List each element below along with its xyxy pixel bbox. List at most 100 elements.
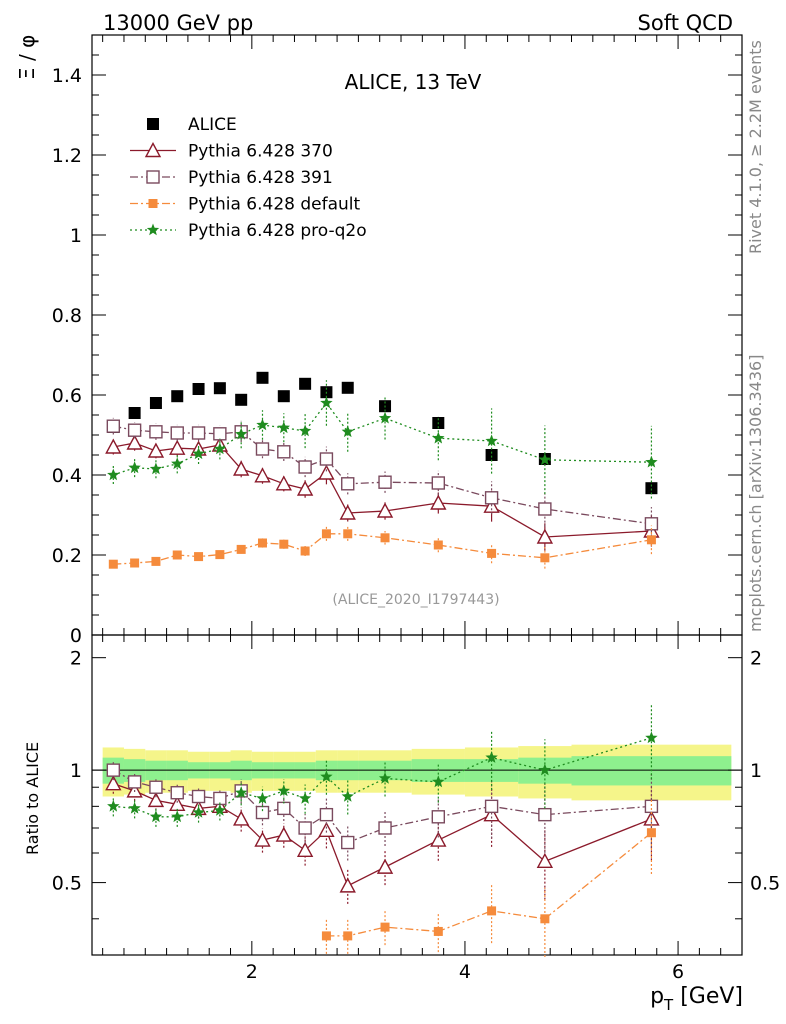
ratio-point bbox=[536, 852, 554, 869]
ratio-point bbox=[645, 731, 658, 744]
main-point bbox=[378, 475, 392, 489]
ratio-series-2 bbox=[321, 799, 656, 958]
main-point bbox=[484, 491, 499, 505]
x-axis-label-unit: [GeV] bbox=[673, 984, 743, 1009]
main-point bbox=[277, 421, 290, 434]
main-point bbox=[298, 424, 312, 437]
main-y-tick-label: 1.4 bbox=[52, 65, 82, 87]
main-point bbox=[321, 529, 331, 539]
legend-entry-3: Pythia 6.428 default bbox=[130, 195, 361, 215]
ratio-point bbox=[191, 789, 206, 804]
ratio-line-2 bbox=[326, 832, 652, 937]
main-series-3 bbox=[108, 525, 656, 569]
x-axis-label-p: p bbox=[650, 984, 664, 1009]
main-point bbox=[172, 550, 182, 560]
main-y-tick-label: 0.4 bbox=[52, 465, 82, 487]
main-point bbox=[538, 453, 552, 466]
mcplots-label: mcplots.cern.ch [arXiv:1306.3436] bbox=[746, 355, 765, 632]
main-point bbox=[277, 390, 290, 403]
main-point bbox=[275, 475, 292, 491]
main-point bbox=[380, 533, 390, 543]
main-series-4 bbox=[107, 380, 658, 499]
main-point bbox=[215, 550, 225, 560]
main-point bbox=[149, 462, 163, 475]
legend-label: Pythia 6.428 default bbox=[188, 195, 361, 215]
ratio-series bbox=[105, 704, 660, 958]
ratio-point bbox=[170, 786, 184, 800]
ratio-panel: 0.5 0.5 1 1 2 2 2 4 6 Ratio to ALICE bbox=[23, 634, 780, 983]
ratio-point bbox=[147, 791, 165, 808]
main-point bbox=[107, 468, 120, 481]
ratio-point bbox=[107, 799, 120, 812]
ratio-point bbox=[235, 786, 248, 798]
main-point bbox=[171, 457, 184, 470]
main-point bbox=[128, 407, 141, 419]
ratio-point bbox=[127, 775, 142, 789]
main-panel: 0 0.2 0.4 0.6 0.8 1 1.2 1.4 ALICE, 13 TeV (ALIC… bbox=[15, 34, 743, 647]
ratio-point bbox=[485, 751, 498, 763]
ratio-point bbox=[105, 775, 122, 791]
main-point bbox=[128, 461, 141, 474]
main-point bbox=[213, 442, 227, 455]
ratio-ticks bbox=[92, 635, 742, 955]
ratio-point bbox=[275, 826, 292, 842]
main-point bbox=[277, 445, 291, 459]
legend-marker bbox=[146, 170, 160, 184]
main-point bbox=[487, 548, 497, 558]
main-point bbox=[644, 517, 659, 531]
main-y-tick-label: 0.6 bbox=[52, 385, 82, 407]
main-point bbox=[149, 425, 163, 439]
main-point bbox=[536, 528, 554, 544]
main-point bbox=[235, 427, 248, 440]
legend-label: Pythia 6.428 391 bbox=[188, 168, 333, 188]
main-point bbox=[341, 477, 355, 491]
ratio-point bbox=[538, 807, 552, 822]
legend-entry-1: Pythia 6.428 370 bbox=[130, 142, 333, 162]
legend-label: Pythia 6.428 pro-q2o bbox=[188, 221, 367, 241]
ratio-point bbox=[296, 841, 314, 858]
x-axis-label-sub: T bbox=[663, 996, 674, 1014]
legend-entry-4: Pythia 6.428 pro-q2o bbox=[130, 221, 367, 241]
ratio-point bbox=[277, 801, 291, 816]
ratio-point bbox=[378, 821, 392, 835]
main-point bbox=[255, 442, 270, 456]
main-point bbox=[485, 449, 498, 461]
ratio-frame bbox=[91, 634, 743, 956]
main-point bbox=[194, 552, 204, 562]
main-point bbox=[191, 426, 206, 440]
ratio-point bbox=[432, 775, 445, 788]
legend-marker bbox=[146, 223, 160, 236]
main-point bbox=[343, 529, 353, 539]
ratio-point bbox=[298, 821, 312, 835]
main-point bbox=[341, 425, 354, 438]
ratio-y-tick-label-left: 1 bbox=[70, 760, 82, 782]
ratio-series-3 bbox=[107, 704, 658, 827]
ratio-x-tick-label: 6 bbox=[672, 961, 684, 983]
ratio-point bbox=[430, 831, 447, 847]
legend-entry-2: Pythia 6.428 391 bbox=[130, 168, 333, 188]
main-point bbox=[127, 423, 142, 437]
ratio-point bbox=[644, 799, 659, 814]
main-point bbox=[169, 439, 186, 455]
ratio-point bbox=[256, 791, 269, 804]
main-point bbox=[645, 482, 658, 495]
ratio-point bbox=[128, 801, 141, 814]
main-point bbox=[108, 559, 118, 569]
legend-entry-0: ALICE bbox=[147, 115, 237, 135]
main-point bbox=[431, 476, 446, 490]
ratio-point bbox=[233, 810, 250, 826]
ratio-series-1 bbox=[106, 760, 659, 861]
rivet-version-label: Rivet 4.1.0, ≥ 2.2M events bbox=[746, 40, 765, 254]
main-series bbox=[105, 371, 660, 569]
main-point bbox=[147, 442, 165, 458]
ratio-point bbox=[343, 931, 353, 941]
ratio-point bbox=[318, 821, 335, 838]
legend: ALICE Pythia 6.428 370 Pythia 6.428 391 Pyt… bbox=[130, 115, 367, 241]
main-point bbox=[213, 427, 227, 441]
main-point bbox=[376, 502, 394, 518]
main-point bbox=[646, 535, 656, 545]
main-point bbox=[485, 434, 498, 447]
ratio-point bbox=[255, 805, 270, 820]
ratio-y-tick-label-left: 0.5 bbox=[52, 873, 82, 895]
main-point bbox=[233, 460, 250, 476]
